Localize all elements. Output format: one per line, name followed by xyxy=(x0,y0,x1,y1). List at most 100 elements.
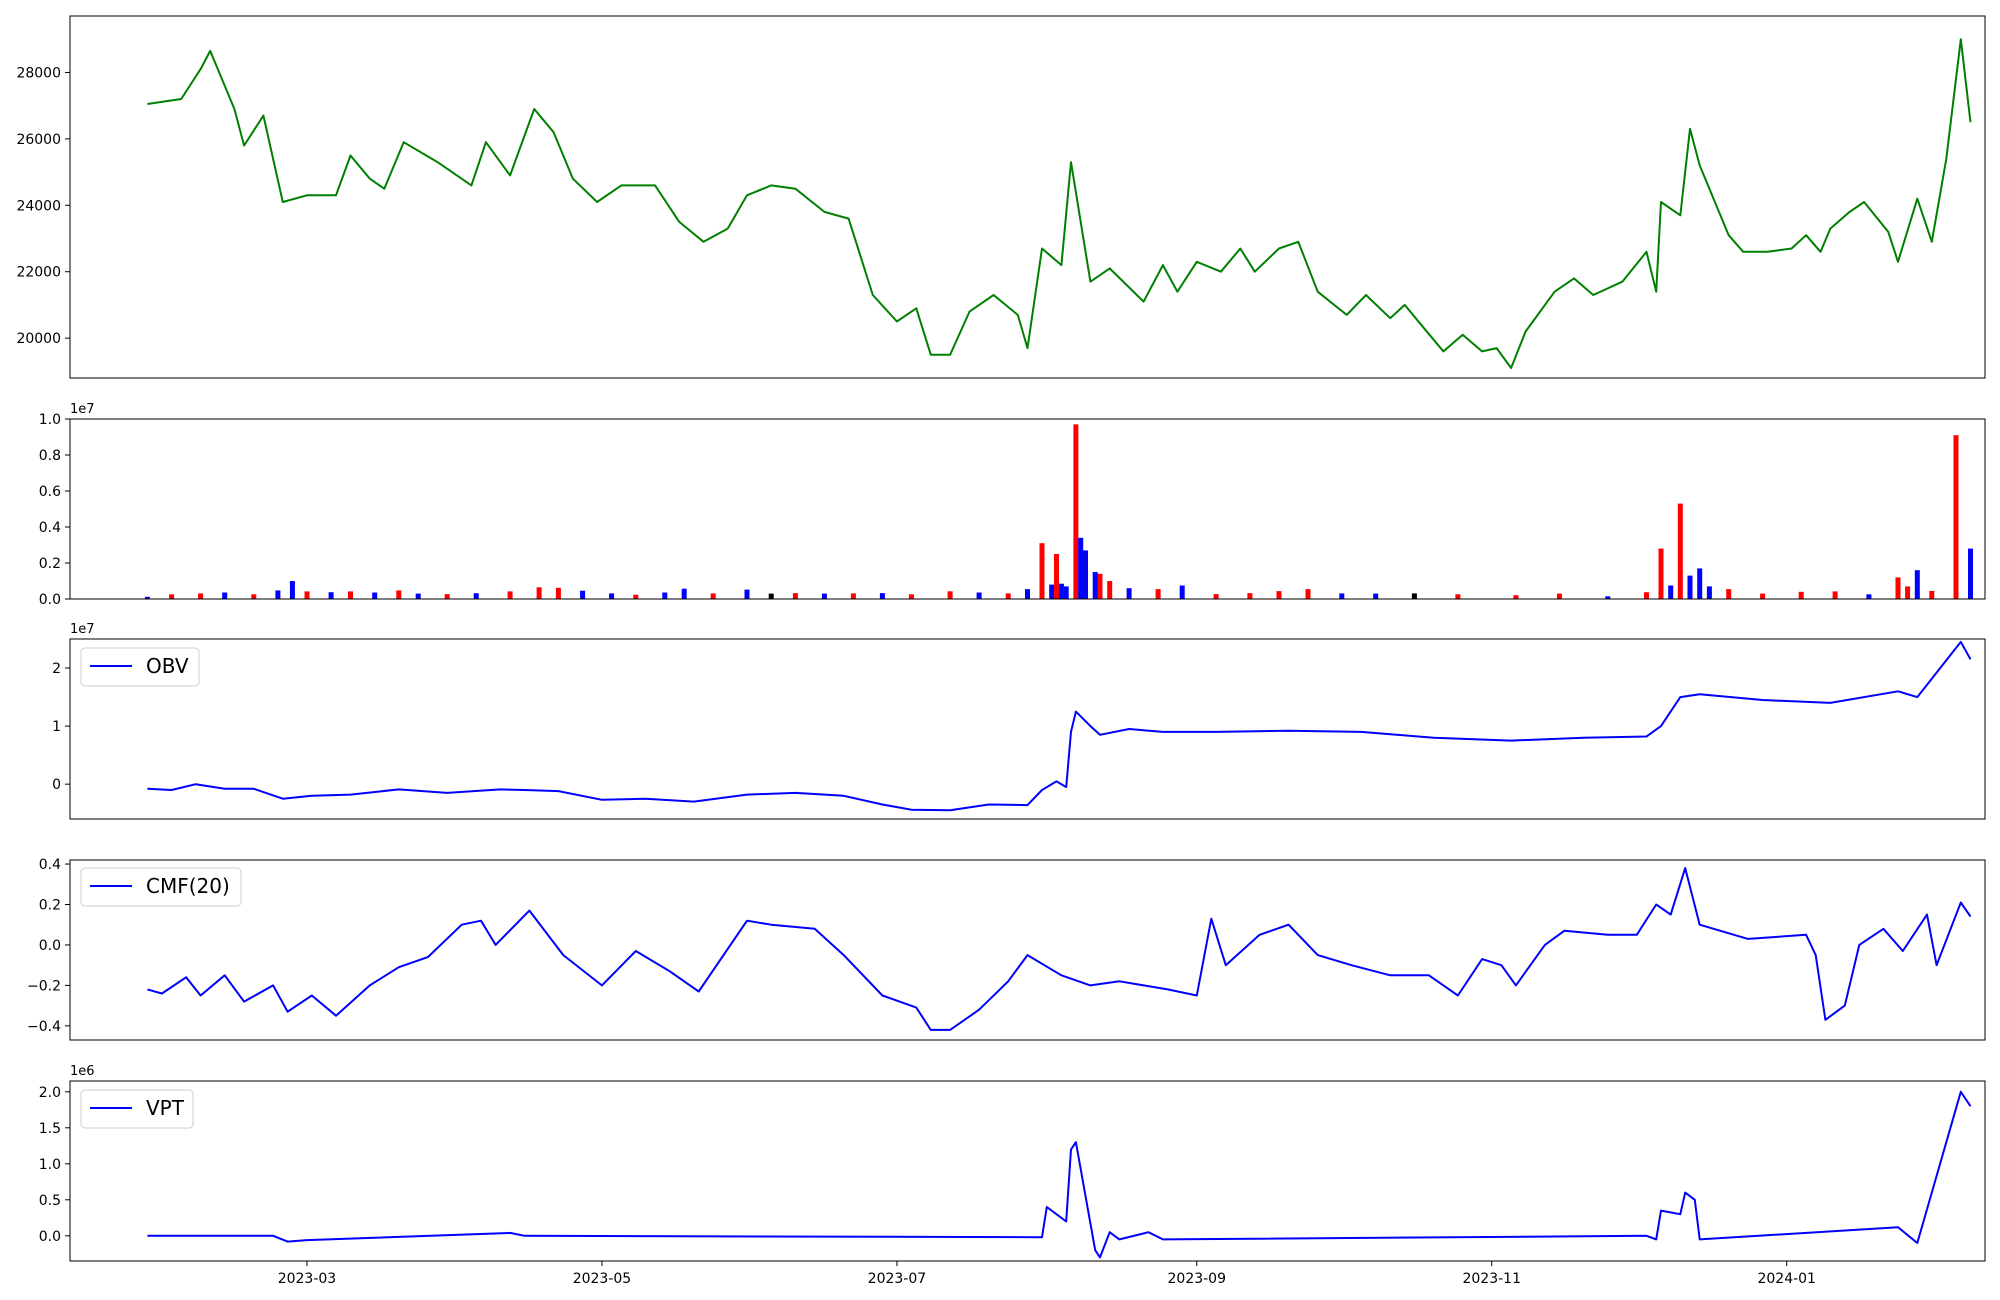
volume-bar xyxy=(1914,570,1920,599)
x-axis-ticks: 2023-03 2023-05 2023-07 2023-09 2023-11 2024-… xyxy=(278,1261,1816,1287)
volume-bar xyxy=(947,591,953,599)
vpt-line-plot xyxy=(147,1090,1972,1259)
volume-bar xyxy=(444,594,450,599)
volume-bar xyxy=(536,587,542,599)
cmf-legend-box xyxy=(80,867,242,907)
volume-bar xyxy=(275,590,281,599)
obv-legend: OBV xyxy=(80,647,200,687)
volume-bar xyxy=(1213,594,1219,599)
volume-bar xyxy=(1726,589,1732,599)
volume-bar xyxy=(1513,595,1519,599)
volume-bar xyxy=(1798,591,1804,599)
volume-bar xyxy=(1247,593,1253,599)
vpt-axes-frame xyxy=(69,1080,1986,1262)
cmf-y-tick-label: 0.0 xyxy=(39,938,61,954)
price-y-tick-label: 20000 xyxy=(16,331,61,347)
volume-y-tick-label: 0.4 xyxy=(39,520,61,536)
vpt-y-tick-label: 0.5 xyxy=(39,1193,61,1209)
volume-bar xyxy=(1455,594,1461,599)
vpt-y-tick-label: 0.0 xyxy=(39,1229,61,1245)
vpt-y-ticks: 0.0 0.5 1.0 1.5 2.0 xyxy=(39,1085,70,1245)
volume-bar xyxy=(507,591,513,599)
volume-bar xyxy=(1968,548,1973,599)
obv-offset-label: 1e7 xyxy=(70,622,95,637)
volume-bar xyxy=(348,591,353,599)
volume-bar xyxy=(1054,554,1059,599)
obv-y-tick-label: 0 xyxy=(52,777,61,793)
volume-bar xyxy=(1668,585,1674,599)
vpt-panel: 0.0 0.5 1.0 1.5 2.0 1e6 VPT xyxy=(39,1064,1986,1262)
volume-bar xyxy=(681,588,687,599)
x-tick-label: 2023-09 xyxy=(1168,1271,1227,1287)
volume-y-tick-label: 0.2 xyxy=(39,556,61,572)
vpt-y-tick-label: 1.0 xyxy=(39,1157,61,1173)
volume-bar xyxy=(662,592,668,599)
volume-bar xyxy=(289,581,295,599)
volume-bar xyxy=(169,594,175,599)
volume-bar xyxy=(1644,592,1649,599)
volume-bar xyxy=(1005,593,1011,599)
volume-bar xyxy=(1078,537,1084,599)
volume-bar xyxy=(372,592,378,599)
volume-bar xyxy=(1687,575,1693,599)
volume-y-tick-label: 0.0 xyxy=(39,592,61,608)
volume-bar xyxy=(1373,593,1379,599)
volume-bar xyxy=(744,589,750,599)
price-y-tick-label: 22000 xyxy=(16,265,61,281)
volume-bar xyxy=(144,596,150,599)
price-y-tick-label: 28000 xyxy=(16,65,61,81)
cmf-panel: −0.4 −0.2 0.0 0.2 0.4 CMF(20) xyxy=(27,857,1986,1041)
volume-bar xyxy=(609,593,615,599)
volume-bar xyxy=(1832,591,1838,599)
volume-bar xyxy=(1605,596,1611,599)
cmf-legend-label: CMF(20) xyxy=(146,874,230,898)
vpt-y-tick-label: 1.5 xyxy=(39,1121,61,1137)
volume-bars-plot xyxy=(144,424,1973,599)
price-series-line xyxy=(147,38,1972,369)
obv-line-plot xyxy=(147,640,1972,812)
vpt-legend-label: VPT xyxy=(146,1096,185,1120)
volume-bar xyxy=(1953,435,1959,599)
volume-bar xyxy=(1895,577,1901,599)
price-panel: 20000 22000 24000 26000 28000 xyxy=(16,15,1986,379)
volume-bar xyxy=(1179,585,1185,599)
volume-bar xyxy=(555,587,561,599)
cmf-y-tick-label: 0.2 xyxy=(39,897,61,913)
price-y-ticks: 20000 22000 24000 26000 28000 xyxy=(16,65,70,347)
volume-bar xyxy=(821,593,827,599)
volume-offset-label: 1e7 xyxy=(70,402,95,417)
volume-bar xyxy=(1411,593,1417,599)
volume-bar xyxy=(1305,589,1311,599)
volume-bar xyxy=(328,592,334,599)
volume-panel: 0.0 0.2 0.4 0.6 0.8 1.0 1e7 xyxy=(39,402,1986,608)
volume-bar xyxy=(710,593,716,599)
volume-bar xyxy=(304,591,310,599)
volume-bar xyxy=(396,590,402,599)
volume-bar xyxy=(1658,548,1664,599)
volume-bar xyxy=(1706,586,1712,599)
volume-bar xyxy=(1339,593,1345,599)
volume-bar xyxy=(633,594,639,599)
cmf-series-line xyxy=(147,867,1972,1031)
volume-bar xyxy=(908,594,914,599)
volume-bar xyxy=(1677,503,1683,599)
volume-bar xyxy=(850,593,856,599)
obv-legend-label: OBV xyxy=(146,654,189,678)
cmf-y-tick-label: 0.4 xyxy=(39,857,61,873)
price-line-plot xyxy=(147,38,1972,369)
x-tick-label: 2023-11 xyxy=(1462,1271,1521,1287)
volume-bar xyxy=(1092,572,1098,599)
obv-y-tick-label: 2 xyxy=(52,661,61,677)
volume-bar xyxy=(473,593,479,599)
cmf-y-tick-label: −0.4 xyxy=(27,1019,61,1035)
x-tick-label: 2023-07 xyxy=(868,1271,927,1287)
volume-bar xyxy=(580,590,586,599)
vpt-offset-label: 1e6 xyxy=(70,1064,95,1079)
volume-y-tick-label: 0.6 xyxy=(39,484,61,500)
cmf-y-tick-label: −0.2 xyxy=(27,978,61,994)
volume-bar xyxy=(976,592,982,599)
x-tick-label: 2023-03 xyxy=(278,1271,337,1287)
volume-y-tick-label: 0.8 xyxy=(39,448,61,464)
volume-y-ticks: 0.0 0.2 0.4 0.6 0.8 1.0 xyxy=(39,412,70,608)
